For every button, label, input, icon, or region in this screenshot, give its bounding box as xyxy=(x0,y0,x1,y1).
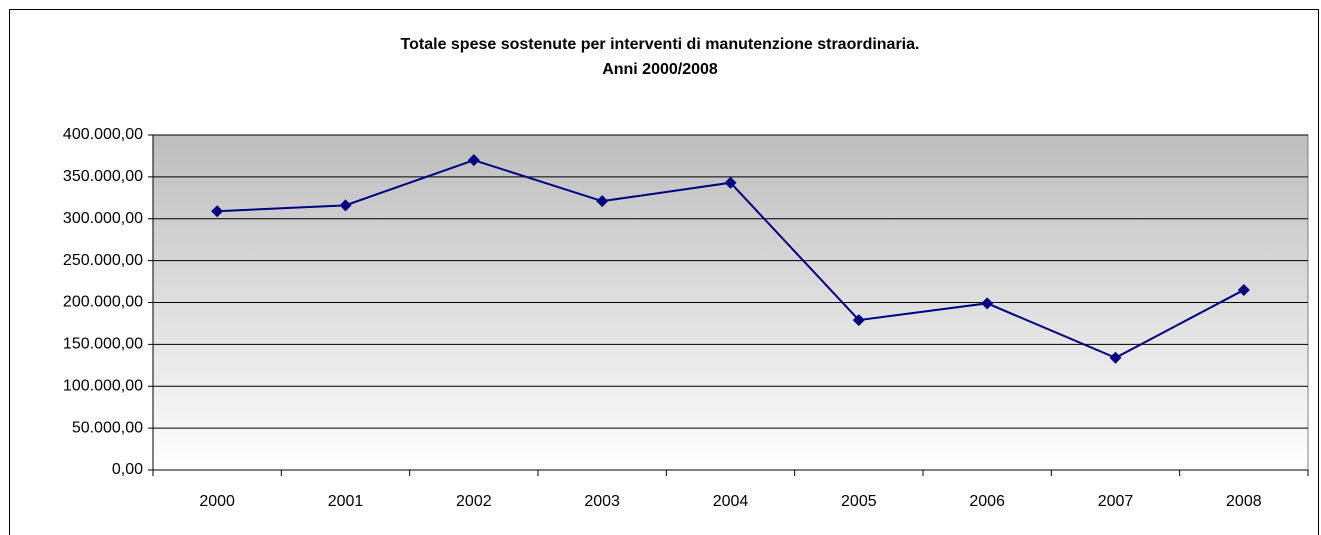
x-tick-label: 2004 xyxy=(713,493,749,510)
data-point xyxy=(596,195,609,208)
y-tick-label: 150.000,00 xyxy=(63,336,143,353)
x-tick-label: 2002 xyxy=(456,493,492,510)
y-tick-label: 100.000,00 xyxy=(63,377,143,394)
x-tick-label: 2005 xyxy=(841,493,877,510)
data-point xyxy=(1109,351,1122,364)
y-tick-label: 350.000,00 xyxy=(63,168,143,185)
y-tick-label: 200.000,00 xyxy=(63,294,143,311)
data-point xyxy=(211,205,224,218)
data-point xyxy=(981,297,994,310)
x-tick-label: 2006 xyxy=(969,493,1005,510)
x-tick-label: 2000 xyxy=(199,493,235,510)
x-tick-label: 2008 xyxy=(1226,493,1262,510)
y-tick-label: 250.000,00 xyxy=(63,252,143,269)
y-tick-label: 300.000,00 xyxy=(63,210,143,227)
y-tick-label: 400.000,00 xyxy=(63,126,143,143)
x-tick-label: 2007 xyxy=(1098,493,1134,510)
y-tick-label: 0,00 xyxy=(112,461,143,478)
data-point xyxy=(1237,283,1250,296)
y-tick-label: 50.000,00 xyxy=(72,419,143,436)
data-point xyxy=(467,154,480,167)
x-tick-label: 2003 xyxy=(584,493,620,510)
x-tick-label: 2001 xyxy=(328,493,364,510)
chart-subtitle: Anni 2000/2008 xyxy=(602,61,718,78)
chart-title: Totale spese sostenute per interventi di… xyxy=(401,36,920,53)
data-point xyxy=(852,314,865,327)
data-point xyxy=(724,176,737,189)
data-point xyxy=(339,199,352,212)
